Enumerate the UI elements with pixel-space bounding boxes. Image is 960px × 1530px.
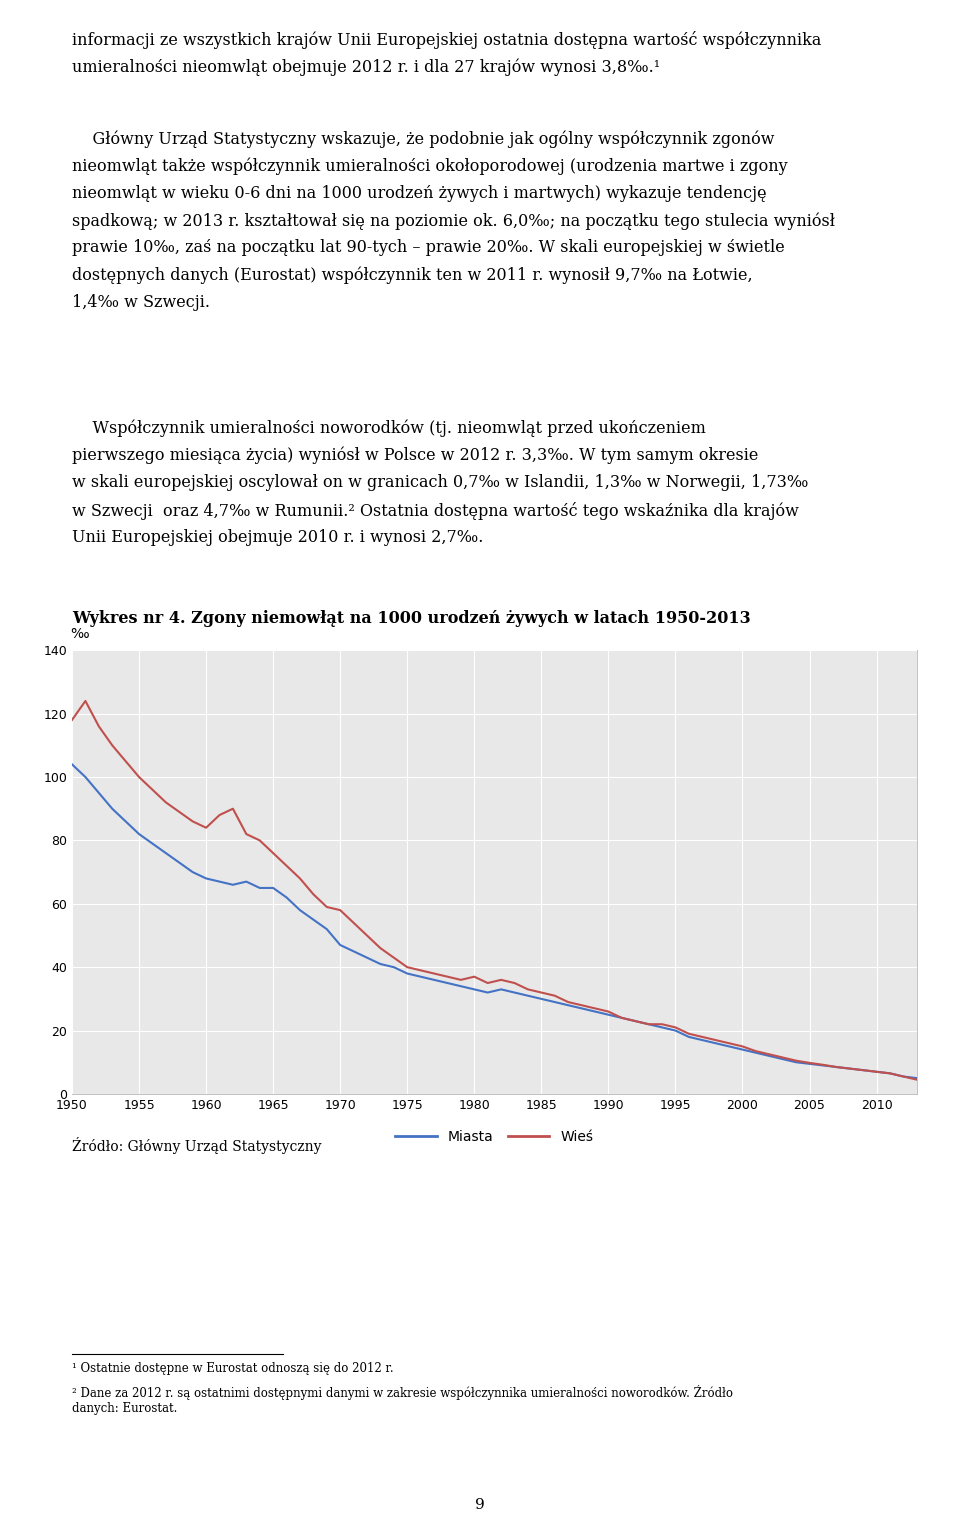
Text: 9: 9 [475, 1498, 485, 1512]
Text: Główny Urząd Statystyczny wskazuje, że podobnie jak ogólny współczynnik zgonów
n: Główny Urząd Statystyczny wskazuje, że p… [72, 130, 835, 311]
Text: ¹ Ostatnie dostępne w Eurostat odnoszą się do 2012 r.: ¹ Ostatnie dostępne w Eurostat odnoszą s… [72, 1362, 394, 1374]
Text: Źródło: Główny Urząd Statystyczny: Źródło: Główny Urząd Statystyczny [72, 1137, 322, 1154]
Text: informacji ze wszystkich krajów Unii Europejskiej ostatnia dostępna wartość wspó: informacji ze wszystkich krajów Unii Eur… [72, 31, 822, 76]
Text: Wykres nr 4. Zgony niemowłąt na 1000 urodzeń żywych w latach 1950-2013: Wykres nr 4. Zgony niemowłąt na 1000 uro… [72, 610, 751, 627]
Text: Współczynnik umieralności noworodków (tj. nieomwląt przed ukończeniem
pierwszego: Współczynnik umieralności noworodków (tj… [72, 419, 808, 546]
Text: ² Dane za 2012 r. są ostatnimi dostępnymi danymi w zakresie współczynnika umiera: ² Dane za 2012 r. są ostatnimi dostępnym… [72, 1385, 733, 1415]
Text: ‰: ‰ [70, 627, 89, 641]
Legend: Miasta, Wieś: Miasta, Wieś [390, 1125, 599, 1149]
